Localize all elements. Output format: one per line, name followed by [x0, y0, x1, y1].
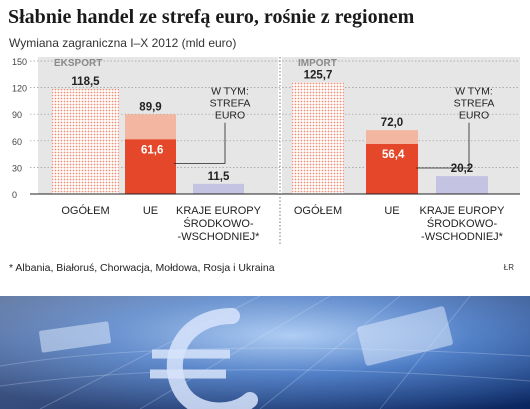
category-label: KRAJE EUROPY	[176, 205, 262, 217]
chart-area: 0 30 60 90 120 150 EKSPORT 118,5 89,9 11,5 61,6 W T…	[12, 57, 520, 244]
bar	[292, 82, 344, 194]
euro-sign-icon	[150, 308, 258, 409]
category-label: -WSCHODNIEJ*	[421, 231, 504, 243]
category-label: OGÓŁEM	[61, 204, 109, 217]
bar-euro-zone	[366, 143, 418, 194]
y-tick-label: 120	[12, 84, 27, 94]
chart-title: Słabnie handel ze strefą euro, rośnie z …	[8, 6, 415, 28]
bar-value-label: 72,0	[381, 117, 403, 129]
credit: ŁR	[503, 263, 514, 272]
annotation-text: EURO	[459, 110, 489, 122]
footnote: * Albania, Białoruś, Chorwacja, Mołdowa,…	[9, 262, 275, 274]
euro-photo	[0, 296, 530, 409]
chart-subtitle: Wymiana zagraniczna I–X 2012 (mld euro)	[9, 36, 237, 50]
category-label: OGÓŁEM	[294, 204, 342, 217]
bar-euro-zone	[125, 139, 176, 194]
y-tick-label: 0	[12, 190, 17, 200]
bar-value-label: 89,9	[139, 101, 161, 113]
annotation-text: STREFA	[210, 98, 251, 110]
category-label: ŚRODKOWO-	[427, 217, 498, 230]
inner-bar-value-label: 61,6	[141, 144, 163, 156]
category-label: UE	[143, 205, 158, 217]
category-label: ŚRODKOWO-	[183, 217, 254, 230]
category-label: KRAJE EUROPY	[420, 205, 506, 217]
bar	[193, 183, 244, 194]
category-label: UE	[384, 205, 399, 217]
bar	[52, 88, 119, 194]
annotation-text: W TYM:	[211, 86, 249, 98]
y-tick-label: 30	[12, 163, 22, 173]
category-label: -WSCHODNIEJ*	[178, 231, 261, 243]
annotation-text: STREFA	[454, 98, 495, 110]
panel-label: IMPORT	[298, 58, 337, 69]
bar-value-label: 11,5	[208, 171, 230, 183]
panel-label: EKSPORT	[54, 58, 102, 69]
annotation-connector	[416, 122, 470, 169]
bar	[436, 176, 488, 194]
annotation-connector	[174, 122, 226, 164]
annotation-text: EURO	[215, 110, 245, 122]
y-tick-label: 90	[12, 110, 22, 120]
annotation-text: W TYM:	[455, 86, 493, 98]
bar-value-label: 20,2	[451, 163, 473, 175]
bar-value-label: 125,7	[304, 70, 333, 82]
inner-bar-value-label: 56,4	[382, 149, 405, 161]
bar-value-label: 118,5	[71, 76, 100, 88]
y-tick-label: 150	[12, 57, 27, 67]
y-tick-label: 60	[12, 137, 22, 147]
illustration-image	[0, 296, 530, 409]
